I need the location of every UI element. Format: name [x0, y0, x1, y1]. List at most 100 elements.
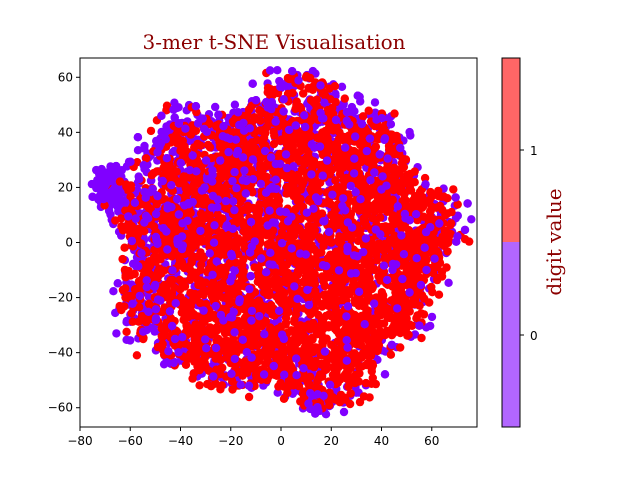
- scatter-point-0: [162, 122, 171, 131]
- scatter-point-1: [435, 201, 445, 211]
- scatter-point-1: [121, 293, 130, 302]
- scatter-point-1: [239, 255, 248, 264]
- scatter-point-1: [225, 258, 235, 268]
- scatter-point-0: [370, 98, 380, 107]
- scatter-point-1: [193, 362, 202, 371]
- scatter-point-1: [181, 360, 191, 369]
- scatter-point-1: [187, 308, 196, 317]
- scatter-point-1: [346, 389, 355, 398]
- scatter-point-1: [186, 349, 195, 359]
- scatter-point-0: [109, 287, 118, 296]
- scatter-point-1: [135, 303, 144, 312]
- scatter-point-1: [313, 377, 322, 386]
- scatter-point-1: [326, 238, 335, 247]
- scatter-point-1: [351, 370, 360, 380]
- scatter-point-1: [387, 296, 396, 305]
- scatter-point-1: [293, 196, 302, 206]
- scatter-point-0: [406, 131, 415, 140]
- scatter-point-1: [396, 343, 405, 352]
- scatter-point-0: [273, 66, 282, 75]
- scatter-point-1: [121, 284, 130, 293]
- scatter-point-1: [139, 334, 148, 344]
- scatter-point-1: [368, 213, 377, 223]
- scatter-point-1: [195, 381, 204, 390]
- scatter-point-1: [197, 260, 206, 269]
- scatter-point-1: [326, 200, 336, 209]
- scatter-point-1: [326, 105, 335, 115]
- scatter-point-0: [444, 278, 453, 287]
- scatter-point-1: [159, 214, 168, 223]
- scatter-point-1: [434, 290, 444, 299]
- scatter-point-1: [344, 382, 353, 391]
- scatter-point-1: [330, 82, 340, 91]
- scatter-point-1: [441, 209, 450, 218]
- scatter-point-1: [291, 330, 300, 340]
- scatter-point-0: [273, 388, 282, 397]
- scatter-point-1: [351, 332, 360, 341]
- scatter-point-1: [350, 298, 359, 307]
- scatter-point-1: [234, 250, 243, 259]
- scatter-point-0: [211, 102, 220, 112]
- scatter-point-1: [320, 291, 330, 301]
- scatter-point-1: [308, 82, 317, 92]
- scatter-point-1: [349, 278, 358, 287]
- scatter-point-1: [142, 154, 151, 163]
- scatter-point-1: [390, 109, 399, 118]
- scatter-point-1: [216, 385, 225, 394]
- scatter-point-1: [176, 146, 185, 155]
- scatter-point-1: [236, 198, 245, 207]
- scatter-point-1: [417, 333, 426, 343]
- scatter-point-0: [453, 211, 462, 220]
- scatter-point-1: [367, 341, 377, 350]
- scatter-point-1: [269, 226, 278, 235]
- scatter-point-1: [288, 177, 297, 186]
- scatter-point-1: [135, 283, 144, 292]
- scatter-point-1: [324, 321, 333, 330]
- scatter-point-1: [199, 360, 209, 370]
- scatter-point-1: [319, 241, 328, 251]
- scatter-point-1: [288, 153, 297, 162]
- scatter-point-1: [419, 310, 429, 319]
- scatter-point-0: [331, 89, 340, 98]
- scatter-point-1: [189, 369, 198, 378]
- scatter-point-1: [211, 121, 221, 130]
- scatter-point-1: [194, 216, 203, 225]
- scatter-point-1: [115, 177, 125, 186]
- scatter-point-1: [212, 336, 221, 346]
- scatter-point-1: [335, 232, 344, 241]
- scatter-point-0: [308, 66, 318, 76]
- scatter-point-1: [358, 112, 368, 121]
- scatter-point-1: [160, 195, 170, 204]
- scatter-point-1: [122, 327, 131, 336]
- scatter-point-1: [203, 140, 213, 150]
- scatter-point-1: [219, 244, 229, 253]
- scatter-point-1: [282, 260, 292, 269]
- scatter-point-1: [277, 228, 287, 237]
- scatter-point-1: [341, 275, 351, 284]
- scatter-point-1: [306, 73, 315, 83]
- scatter-point-1: [428, 288, 437, 297]
- scatter-point-1: [181, 339, 190, 348]
- scatter-point-1: [437, 267, 447, 277]
- plot-area: [79, 57, 478, 428]
- scatter-point-1: [263, 159, 272, 168]
- scatter-point-1: [187, 256, 196, 265]
- scatter-point-1: [115, 301, 124, 311]
- scatter-point-1: [425, 298, 434, 307]
- scatter-point-1: [331, 153, 340, 163]
- scatter-point-1: [307, 257, 317, 267]
- scatter-point-1: [319, 277, 328, 287]
- scatter-point-1: [171, 225, 181, 235]
- scatter-point-1: [367, 280, 376, 289]
- scatter-point-1: [212, 323, 221, 332]
- scatter-point-1: [141, 317, 151, 327]
- scatter-point-1: [237, 273, 247, 282]
- scatter-point-0: [168, 148, 177, 157]
- scatter-point-0: [339, 407, 349, 417]
- scatter-point-1: [413, 263, 422, 273]
- scatter-point-0: [350, 107, 359, 116]
- scatter-point-1: [375, 213, 385, 222]
- scatter-point-0: [133, 146, 143, 155]
- scatter-point-1: [167, 276, 176, 286]
- scatter-point-1: [190, 143, 199, 152]
